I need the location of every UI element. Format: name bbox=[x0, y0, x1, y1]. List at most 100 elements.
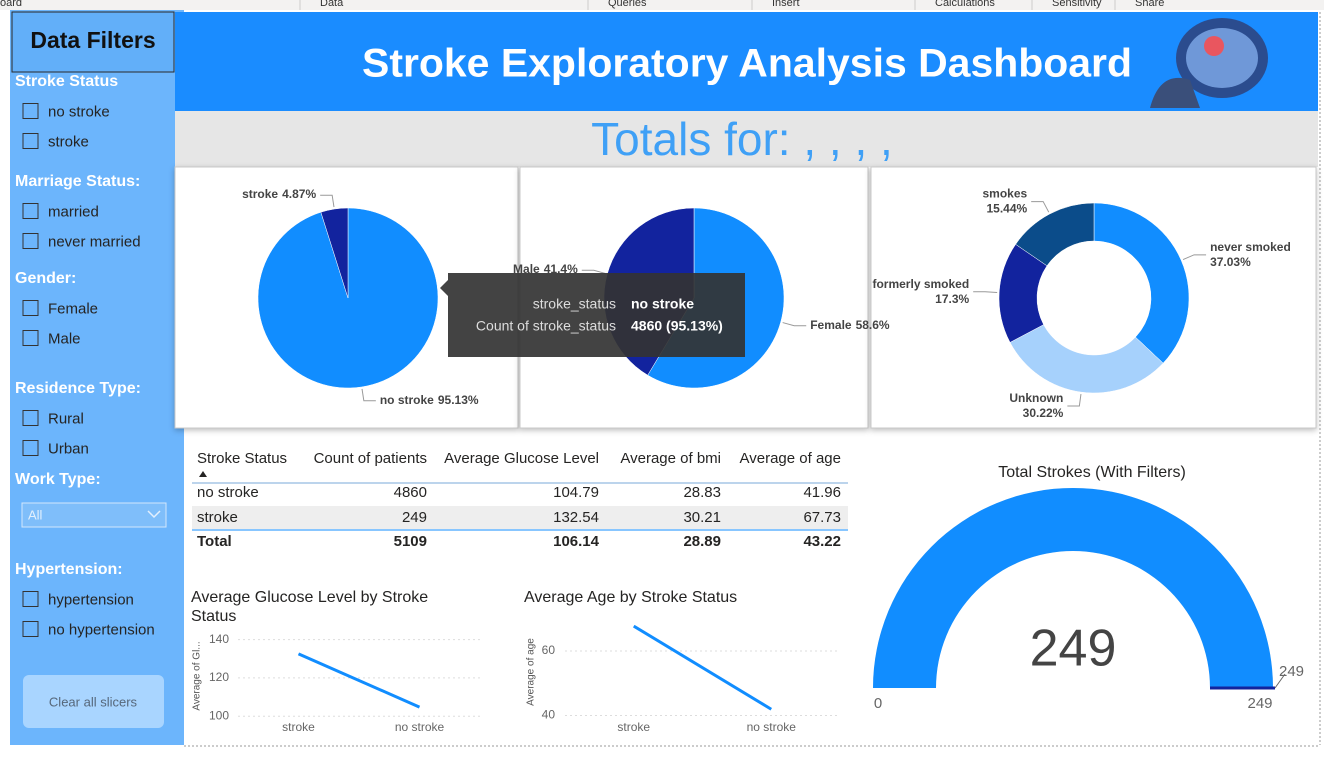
checkbox[interactable] bbox=[22, 410, 39, 426]
slice-category: smokes bbox=[982, 187, 1027, 201]
x-tick-label: stroke bbox=[282, 720, 315, 734]
slice-value: 37.03% bbox=[1210, 255, 1251, 269]
tooltip-value: no stroke bbox=[631, 296, 694, 312]
checkbox[interactable] bbox=[22, 440, 39, 456]
slice-value: 30.22% bbox=[1023, 406, 1064, 420]
gauge-value: 249 bbox=[1030, 620, 1117, 678]
slice-category: never smoked bbox=[1210, 240, 1291, 254]
table-header: Average of age bbox=[740, 450, 841, 467]
checkbox[interactable] bbox=[22, 133, 39, 149]
table-header: Average Glucose Level bbox=[444, 450, 599, 467]
checkbox[interactable] bbox=[22, 103, 39, 119]
table-cell: 30.21 bbox=[683, 509, 721, 526]
table-header: Stroke Status bbox=[197, 450, 287, 467]
slice-label: no stroke 95.13% bbox=[380, 393, 479, 407]
ribbon-tab: Sensitivity bbox=[1052, 0, 1102, 9]
leader-line bbox=[320, 194, 335, 208]
checkbox[interactable] bbox=[22, 330, 39, 346]
table-cell: 28.83 bbox=[683, 484, 721, 501]
slice-label: smokes 15.44% bbox=[982, 187, 1027, 216]
x-tick-label: stroke bbox=[617, 720, 650, 734]
slice-category: Female bbox=[810, 318, 852, 332]
slice-category: Unknown bbox=[1009, 391, 1063, 405]
leader-line bbox=[1031, 201, 1050, 213]
checkbox[interactable] bbox=[22, 300, 39, 316]
clear-button[interactable] bbox=[23, 675, 164, 728]
brain-icon bbox=[1150, 18, 1268, 108]
ribbon-tab: Insert bbox=[772, 0, 800, 9]
table-cell: 104.79 bbox=[553, 484, 599, 501]
y-tick-label: 140 bbox=[209, 632, 229, 646]
filter-option[interactable]: no hypertension bbox=[48, 621, 155, 638]
slice-category: stroke bbox=[242, 187, 278, 201]
filter-option[interactable]: Urban bbox=[48, 440, 89, 457]
gauge-max: 249 bbox=[1247, 695, 1272, 712]
filter-option[interactable]: Rural bbox=[48, 410, 84, 427]
dropdown-chevron bbox=[147, 510, 161, 519]
filter-option[interactable]: hypertension bbox=[48, 591, 134, 608]
leader-line bbox=[973, 291, 998, 293]
x-tick-label: no stroke bbox=[395, 720, 445, 734]
target-connector bbox=[1274, 673, 1286, 689]
leader-line bbox=[361, 388, 376, 402]
sort-arrow[interactable] bbox=[199, 471, 207, 477]
filter-option[interactable]: never married bbox=[48, 233, 141, 250]
table-cell: 249 bbox=[402, 509, 427, 526]
tooltip-key: Count of stroke_status bbox=[476, 318, 616, 334]
filter-option[interactable]: married bbox=[48, 203, 99, 220]
leader-line bbox=[1067, 394, 1082, 407]
table-cell: stroke bbox=[197, 509, 238, 526]
table-row-band bbox=[192, 506, 848, 529]
table-header: Average of bmi bbox=[620, 450, 721, 467]
y-tick-label: 100 bbox=[209, 708, 229, 722]
header-title: Stroke Exploratory Analysis Dashboard bbox=[362, 42, 1132, 86]
filter-group-title: Work Type: bbox=[15, 471, 101, 488]
gauge-target-label: 249 bbox=[1279, 663, 1304, 680]
filter-title: Data Filters bbox=[30, 27, 155, 53]
slice bbox=[1093, 202, 1190, 364]
filter-panel bbox=[10, 10, 184, 745]
filter-option[interactable]: Female bbox=[48, 300, 98, 317]
slice bbox=[1009, 324, 1164, 394]
table-cell: 132.54 bbox=[553, 509, 599, 526]
ribbon-tab: oard bbox=[0, 0, 22, 9]
table-cell: 41.96 bbox=[803, 484, 841, 501]
filter-option[interactable]: Male bbox=[48, 330, 81, 347]
filter-option[interactable]: no stroke bbox=[48, 103, 110, 120]
slice-value: 41.4% bbox=[544, 262, 578, 276]
checkbox[interactable] bbox=[22, 203, 39, 219]
filter-option[interactable]: stroke bbox=[48, 133, 89, 150]
ribbon-tab: Queries bbox=[608, 0, 647, 9]
y-axis-title: Average of Gl... bbox=[192, 641, 203, 710]
y-tick-label: 40 bbox=[542, 708, 556, 722]
table-cell: 67.73 bbox=[803, 509, 841, 526]
checkbox[interactable] bbox=[22, 591, 39, 607]
filter-group-title: Stroke Status bbox=[15, 73, 118, 90]
slice-value: 15.44% bbox=[986, 202, 1027, 216]
table-cell: 4860 bbox=[394, 484, 427, 501]
slice bbox=[1015, 202, 1095, 267]
slice-category: formerly smoked bbox=[872, 277, 969, 291]
slice-label: stroke 4.87% bbox=[242, 187, 316, 201]
ribbon-tab: Calculations bbox=[935, 0, 995, 9]
ribbon-tab: Share bbox=[1135, 0, 1164, 9]
checkbox[interactable] bbox=[22, 621, 39, 637]
checkbox[interactable] bbox=[22, 233, 39, 249]
leader-line bbox=[581, 269, 606, 274]
leader-line bbox=[1182, 254, 1207, 261]
slice-label: never smoked 37.03% bbox=[1210, 240, 1291, 269]
dropdown[interactable] bbox=[21, 502, 167, 528]
clear-button-label[interactable]: Clear all slicers bbox=[49, 694, 138, 709]
filter-group-title: Residence Type: bbox=[15, 380, 141, 397]
slice-value: 17.3% bbox=[935, 292, 969, 306]
slice-value: 95.13% bbox=[438, 393, 479, 407]
line bbox=[297, 652, 421, 709]
table-total: 28.89 bbox=[683, 533, 721, 550]
gauge-value-arc bbox=[873, 487, 1273, 688]
slice-label: formerly smoked 17.3% bbox=[872, 277, 969, 306]
filter-group-title: Gender: bbox=[15, 270, 76, 287]
leader-line bbox=[782, 322, 807, 327]
x-tick-label: no stroke bbox=[747, 720, 797, 734]
y-tick-label: 120 bbox=[209, 670, 229, 684]
y-axis-title: Average of age bbox=[526, 638, 537, 706]
